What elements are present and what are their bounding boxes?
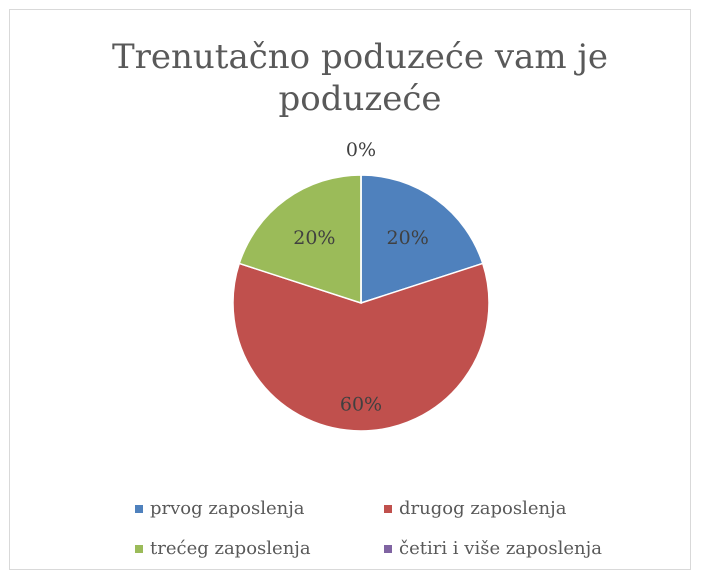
pie-slice [238,174,362,305]
chart-title: Trenutačno poduzeće vam je poduzeće [111,37,609,119]
legend-label: četiri i više zaposlenja [399,538,602,559]
legend-label: trećeg zaposlenja [150,538,311,559]
legend-item: prvog zaposlenja [135,498,305,519]
pie-slice [360,174,484,305]
pie-slice [232,262,490,432]
legend-swatch [384,505,392,513]
chart-frame [9,9,691,570]
legend-swatch [135,545,143,553]
legend-swatch [135,505,143,513]
legend-label: prvog zaposlenja [150,498,305,519]
legend-swatch [384,545,392,553]
legend-item: četiri i više zaposlenja [384,538,602,559]
data-label: 0% [346,139,376,161]
legend-item: drugog zaposlenja [384,498,566,519]
legend-item: trećeg zaposlenja [135,538,311,559]
data-label: 20% [387,227,429,249]
legend-label: drugog zaposlenja [399,498,567,519]
data-label: 20% [293,227,335,249]
data-label: 60% [340,393,382,415]
